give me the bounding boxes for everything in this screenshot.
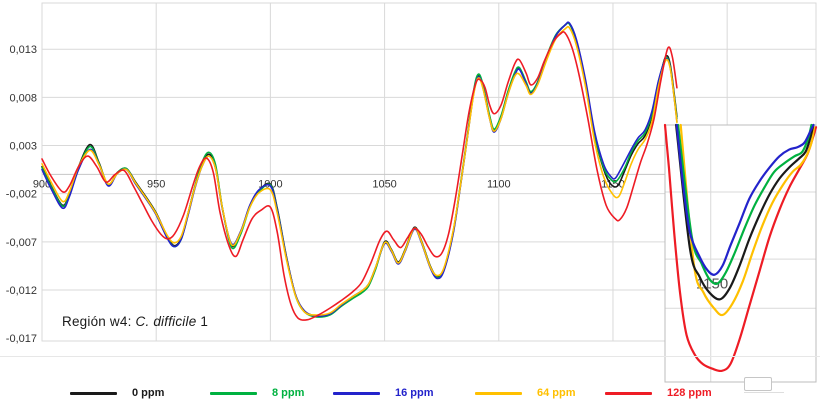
legend-line-64ppm: [475, 391, 522, 395]
series-line-0ppm: [675, 123, 815, 301]
legend-line-128ppm: [605, 391, 652, 395]
region-annotation-prefix: Región w4:: [62, 314, 136, 329]
series-lines: [663, 123, 818, 373]
series-line-64ppm: [679, 123, 816, 317]
series-line-64ppm: [41, 25, 678, 316]
series-line-8ppm: [676, 123, 813, 286]
legend-item-8ppm[interactable]: 8 ppm: [210, 384, 304, 402]
x-tick-label: 950: [147, 178, 165, 190]
legend-label-8ppm: 8 ppm: [272, 387, 305, 399]
series-line-16ppm: [675, 123, 815, 276]
x-tick-label: 1050: [372, 178, 396, 190]
series-lines: [41, 21, 678, 321]
region-annotation-suffix: 1: [196, 314, 209, 329]
y-tick-label: 0,013: [9, 44, 37, 56]
region-annotation: Región w4: C. difficile 1: [62, 314, 208, 329]
series-line-128ppm: [41, 30, 678, 321]
spreadsheet-gridline-artifact: [744, 392, 784, 393]
zoom-inset-chart: 1150: [663, 123, 818, 383]
spreadsheet-cell-artifact: [744, 377, 772, 391]
series-line-128ppm: [663, 123, 818, 373]
legend-item-128ppm[interactable]: 128 ppm: [605, 384, 712, 402]
legend-item-16ppm[interactable]: 16 ppm: [333, 384, 434, 402]
legend-line-0ppm: [70, 391, 117, 395]
region-annotation-species: C. difficile: [135, 314, 197, 329]
y-tick-label: 0,008: [9, 92, 37, 104]
legend-line-8ppm: [210, 391, 257, 395]
y-tick-label: -0,007: [6, 237, 37, 249]
y-tick-label: -0,017: [6, 333, 37, 345]
x-tick-label: 1150: [601, 178, 625, 190]
y-tick-label: -0,002: [6, 189, 37, 201]
legend-label-64ppm: 64 ppm: [537, 387, 576, 399]
gridlines: [665, 125, 816, 382]
legend-label-128ppm: 128 ppm: [667, 387, 712, 399]
legend-label-16ppm: 16 ppm: [395, 387, 434, 399]
y-tick-label: 0,003: [9, 141, 37, 153]
chart-legend: 0 ppm 8 ppm 16 ppm 64 ppm 128 ppm: [0, 384, 820, 404]
y-tick-label: -0,012: [6, 285, 37, 297]
legend-line-16ppm: [333, 391, 380, 395]
inset-border: [664, 124, 817, 383]
x-tick-label: 1100: [487, 178, 511, 190]
tick-labels: 0,013 0,008 0,003 -0,002 -0,007 -0,012 -0,017 9…: [6, 44, 625, 345]
legend-item-64ppm[interactable]: 64 ppm: [475, 384, 576, 402]
legend-label-0ppm: 0 ppm: [132, 387, 165, 399]
chart-bottom-border: [0, 356, 820, 357]
legend-item-0ppm[interactable]: 0 ppm: [70, 384, 164, 402]
